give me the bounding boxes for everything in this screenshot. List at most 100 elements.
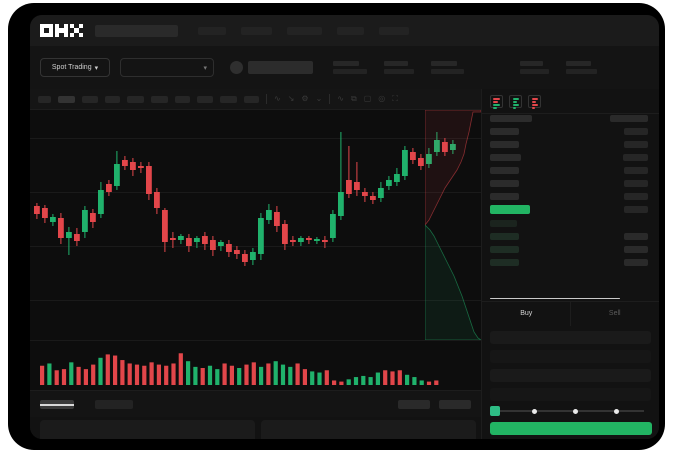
nav-item-1[interactable]	[198, 26, 226, 35]
orderbook-row-ask-5-size	[624, 180, 648, 187]
timeframe-30m[interactable]	[105, 95, 120, 103]
orderbook-row-ask-6[interactable]	[490, 193, 519, 200]
orderbook-view-modes	[482, 89, 659, 113]
camera-icon[interactable]: ▢	[363, 94, 372, 103]
tab-divider	[570, 302, 571, 326]
orderbook-row-bid-4-size	[624, 259, 648, 266]
pair-selector[interactable]: ▾	[120, 58, 214, 77]
stat-last-price	[333, 61, 367, 74]
trade-form-tabs: Buy Sell	[482, 301, 660, 326]
timer-icon[interactable]: ◎	[378, 94, 386, 103]
compare-icon[interactable]: ↘	[287, 94, 295, 103]
total-field[interactable]	[490, 388, 651, 401]
slider-stop-75[interactable]	[614, 408, 619, 414]
order-book[interactable]	[482, 113, 659, 301]
candle-series	[34, 132, 456, 266]
orderbook-scrollbar[interactable]	[490, 297, 620, 299]
chart-gridline	[30, 300, 481, 301]
orderbook-row-bid-2-size	[624, 233, 648, 240]
settings-gear-icon[interactable]: ⚙	[301, 94, 309, 103]
orderbook-row-ask-6-size	[624, 193, 648, 200]
bottom-tab-bar	[30, 390, 481, 417]
okx-logo-icon[interactable]	[40, 24, 83, 37]
product-type-label: Spot Trading	[51, 64, 92, 71]
timeframe-15m[interactable]	[82, 95, 98, 103]
market-header: Spot Trading ▾ ▾	[30, 46, 659, 89]
candlestick-chart[interactable]	[30, 110, 481, 340]
orderbook-spread-size	[624, 206, 648, 213]
chart-toolbar: ∿ ↘ ⚙ ⌄ ∿ ⧉ ▢ ◎ ⛶	[30, 89, 481, 110]
orderbook-row-ask-1-size	[624, 128, 648, 135]
orderbook-header-left	[490, 115, 532, 122]
order-type-field[interactable]	[490, 331, 651, 344]
bottom-action-2[interactable]	[439, 399, 471, 409]
orderbook-row-bid-3[interactable]	[490, 246, 519, 253]
orderbook-row-ask-2[interactable]	[490, 141, 519, 148]
timeframe-1h[interactable]	[127, 95, 144, 103]
timeframe-1w[interactable]	[197, 95, 213, 103]
slider-track	[498, 410, 644, 412]
logo-block-k	[55, 24, 68, 37]
orderbook-row-ask-4[interactable]	[490, 167, 519, 174]
bottom-action-1[interactable]	[398, 399, 430, 409]
line-chart-icon[interactable]: ∿	[337, 94, 344, 103]
timeframe-4h[interactable]	[151, 95, 168, 103]
orderbook-row-spread[interactable]	[490, 205, 530, 214]
orderbook-row-ask-1[interactable]	[490, 128, 519, 135]
search-input[interactable]	[95, 24, 178, 37]
orderbook-view-bids[interactable]	[509, 95, 522, 109]
volume-histogram	[30, 340, 481, 390]
nav-item-2[interactable]	[241, 26, 272, 35]
timeframe-1m[interactable]	[38, 95, 51, 103]
fullscreen-icon[interactable]: ⛶	[392, 94, 398, 103]
nav-item-5[interactable]	[379, 26, 409, 35]
bottom-panel-area	[30, 417, 481, 439]
orderbook-row-bid-2[interactable]	[490, 233, 519, 240]
bottom-tab-trades[interactable]	[95, 399, 133, 409]
timeframe-1mo[interactable]	[220, 95, 237, 103]
trade-form-fields	[482, 325, 659, 401]
indicator-icon[interactable]: ∿	[274, 94, 281, 103]
orderbook-row-bid-3-size	[624, 246, 648, 253]
slider-stop-25[interactable]	[532, 408, 537, 414]
depth-chart-overlay	[425, 110, 481, 340]
orderbook-row-ask-4-size	[624, 167, 648, 174]
active-tab-underline	[40, 404, 74, 406]
stat-change-24h	[384, 61, 414, 74]
amount-field[interactable]	[490, 369, 651, 382]
timeframe-more[interactable]	[244, 95, 259, 103]
tab-buy[interactable]: Buy	[482, 302, 571, 325]
slider-handle[interactable]	[490, 406, 500, 416]
chevron-down-icon: ▾	[94, 64, 99, 72]
buy-submit-button[interactable]	[490, 422, 652, 435]
orderbook-row-bid-1[interactable]	[490, 220, 517, 227]
orderbook-header-right	[610, 115, 648, 122]
device-frame: Spot Trading ▾ ▾	[8, 3, 665, 450]
timeframe-5m[interactable]	[58, 95, 75, 103]
depth-ask-area	[425, 110, 481, 226]
tab-sell[interactable]: Sell	[571, 302, 660, 325]
nav-item-3[interactable]	[287, 26, 322, 35]
bottom-panel-orders[interactable]	[261, 420, 476, 439]
toolbar-divider-2	[329, 94, 331, 104]
orderbook-view-both[interactable]	[490, 95, 503, 109]
depth-bid-area	[425, 224, 481, 340]
chevron-down-icon[interactable]: ⌄	[315, 94, 323, 103]
orderbook-row-ask-5[interactable]	[490, 180, 519, 187]
stat-volume-24h	[566, 61, 597, 74]
amount-slider[interactable]	[490, 406, 652, 416]
orderbook-view-asks[interactable]	[528, 95, 541, 109]
product-type-selector[interactable]: Spot Trading ▾	[40, 58, 110, 77]
nav-item-4[interactable]	[337, 26, 364, 35]
slider-stop-50[interactable]	[573, 408, 578, 414]
timeframe-1d[interactable]	[175, 95, 190, 103]
price-field[interactable]	[490, 350, 651, 363]
tab-buy-label: Buy	[520, 310, 533, 317]
orderbook-row-ask-3[interactable]	[490, 154, 521, 161]
stat-low-24h	[520, 61, 549, 74]
volume-series	[40, 353, 439, 385]
bottom-panel-positions[interactable]	[40, 420, 255, 439]
orderbook-row-bid-4[interactable]	[490, 259, 519, 266]
magnet-icon[interactable]: ⧉	[350, 94, 357, 103]
chevron-down-icon: ▾	[203, 64, 207, 72]
